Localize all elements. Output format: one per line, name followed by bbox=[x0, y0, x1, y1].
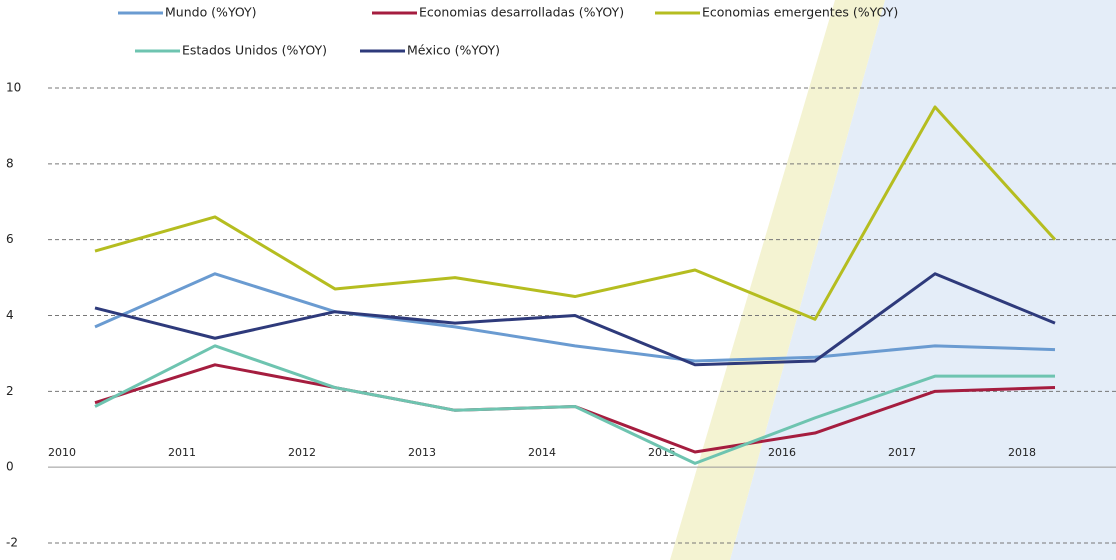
series-line bbox=[94, 344, 1055, 465]
y-tick-label: 4 bbox=[6, 308, 14, 322]
series-line bbox=[94, 272, 1056, 363]
y-tick-label: 2 bbox=[6, 384, 14, 398]
legend-label: Economias desarrolladas (%YOY) bbox=[419, 5, 624, 20]
x-tick-label: 2014 bbox=[528, 446, 556, 459]
y-tick-label: 8 bbox=[6, 156, 14, 170]
y-tick-label: 10 bbox=[6, 81, 21, 95]
legend-label: Economias emergentes (%YOY) bbox=[702, 5, 898, 20]
forecast-background bbox=[730, 0, 1116, 560]
x-tick-label: 2017 bbox=[888, 446, 916, 459]
x-tick-label: 2018 bbox=[1008, 446, 1036, 459]
legend-label: México (%YOY) bbox=[407, 43, 500, 58]
y-tick-label: 6 bbox=[6, 232, 14, 246]
x-tick-label: 2010 bbox=[48, 446, 76, 459]
legend-label: Mundo (%YOY) bbox=[165, 5, 257, 20]
y-tick-label: -2 bbox=[6, 536, 18, 550]
x-tick-label: 2011 bbox=[168, 446, 196, 459]
series-line bbox=[94, 105, 1057, 321]
x-tick-label: 2012 bbox=[288, 446, 316, 459]
series-line bbox=[94, 272, 1056, 367]
x-tick-label: 2016 bbox=[768, 446, 796, 459]
transition-band bbox=[670, 0, 885, 560]
legend-label: Estados Unidos (%YOY) bbox=[182, 43, 327, 58]
x-tick-label: 2013 bbox=[408, 446, 436, 459]
y-tick-label: 0 bbox=[6, 460, 14, 474]
